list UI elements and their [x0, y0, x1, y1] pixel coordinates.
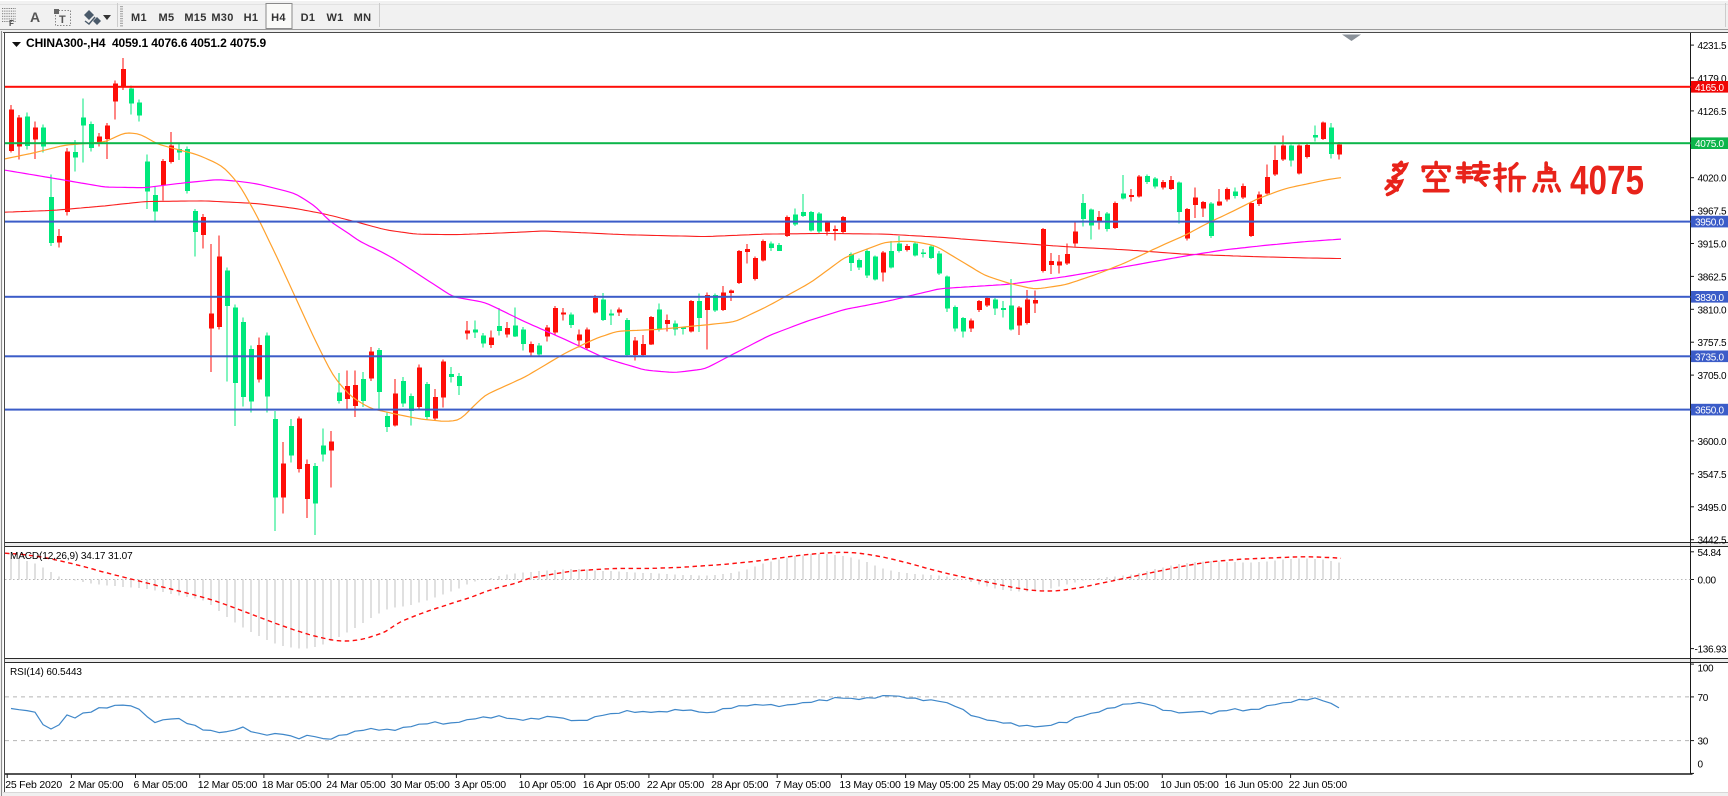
svg-text:4126.5: 4126.5: [1698, 107, 1728, 118]
svg-text:2 Mar 05:00: 2 Mar 05:00: [69, 779, 123, 791]
svg-text:22 Jun 05:00: 22 Jun 05:00: [1289, 779, 1348, 791]
svg-text:T: T: [59, 14, 66, 26]
svg-text:3735.0: 3735.0: [1695, 352, 1725, 363]
svg-text:10 Jun 05:00: 10 Jun 05:00: [1160, 779, 1219, 791]
svg-text:29 May 05:00: 29 May 05:00: [1032, 779, 1094, 791]
svg-text:W1: W1: [326, 12, 343, 24]
svg-text:6 Mar 05:00: 6 Mar 05:00: [134, 779, 188, 791]
svg-text:3830.0: 3830.0: [1695, 293, 1725, 304]
svg-text:H1: H1: [244, 12, 259, 24]
svg-text:3 Apr 05:00: 3 Apr 05:00: [454, 779, 506, 791]
svg-text:3967.5: 3967.5: [1698, 207, 1728, 218]
svg-text:MACD(12,26,9) 34.17 31.07: MACD(12,26,9) 34.17 31.07: [10, 551, 133, 562]
svg-text:H4: H4: [271, 12, 286, 24]
svg-text:3600.0: 3600.0: [1698, 437, 1728, 448]
svg-text:M5: M5: [159, 12, 175, 24]
svg-text:4179.0: 4179.0: [1698, 74, 1728, 85]
svg-text:25 May 05:00: 25 May 05:00: [968, 779, 1030, 791]
svg-text:3915.0: 3915.0: [1698, 240, 1728, 251]
svg-text:3650.0: 3650.0: [1695, 406, 1725, 417]
svg-text:D1: D1: [301, 12, 316, 24]
svg-text:3862.5: 3862.5: [1698, 272, 1728, 283]
svg-text:-136.93: -136.93: [1695, 645, 1728, 656]
svg-text:28 Apr 05:00: 28 Apr 05:00: [711, 779, 769, 791]
svg-text:3705.0: 3705.0: [1698, 371, 1728, 382]
svg-text:M1: M1: [131, 12, 147, 24]
svg-text:4075.0: 4075.0: [1695, 139, 1725, 150]
svg-text:4165.0: 4165.0: [1695, 83, 1725, 94]
svg-text:3950.0: 3950.0: [1695, 218, 1725, 229]
svg-text:0.00: 0.00: [1698, 576, 1717, 587]
svg-text:22 Apr 05:00: 22 Apr 05:00: [647, 779, 705, 791]
svg-text:M15: M15: [184, 12, 206, 24]
svg-text:25 Feb 2020: 25 Feb 2020: [5, 779, 62, 791]
svg-text:3495.0: 3495.0: [1698, 503, 1728, 514]
svg-text:0: 0: [1698, 760, 1704, 771]
svg-text:19 May 05:00: 19 May 05:00: [904, 779, 966, 791]
svg-text:3810.0: 3810.0: [1698, 305, 1728, 316]
svg-text:4020.0: 4020.0: [1698, 174, 1728, 185]
svg-text:30 Mar 05:00: 30 Mar 05:00: [390, 779, 450, 791]
svg-text:24 Mar 05:00: 24 Mar 05:00: [326, 779, 386, 791]
svg-text:70: 70: [1698, 693, 1709, 704]
svg-text:13 May 05:00: 13 May 05:00: [839, 779, 901, 791]
svg-text:30: 30: [1698, 737, 1709, 748]
svg-text:54.84: 54.84: [1698, 548, 1722, 559]
svg-text:MN: MN: [354, 12, 372, 24]
svg-text:A: A: [30, 9, 40, 25]
svg-text:100: 100: [1698, 664, 1715, 675]
svg-text:7 May 05:00: 7 May 05:00: [775, 779, 831, 791]
svg-text:CHINA300-,H4 4059.1 4076.6 40: CHINA300-,H4 4059.1 4076.6 4051.2 4075.9: [26, 36, 266, 50]
svg-text:RSI(14) 60.5443: RSI(14) 60.5443: [10, 667, 82, 678]
svg-text:16 Apr 05:00: 16 Apr 05:00: [583, 779, 641, 791]
svg-text:M30: M30: [211, 12, 233, 24]
svg-text:10 Apr 05:00: 10 Apr 05:00: [519, 779, 577, 791]
svg-text:3442.5: 3442.5: [1698, 536, 1728, 547]
svg-text:3547.5: 3547.5: [1698, 470, 1728, 481]
svg-text:4231.5: 4231.5: [1698, 41, 1728, 52]
svg-text:F: F: [9, 19, 14, 28]
svg-text:18 Mar 05:00: 18 Mar 05:00: [262, 779, 322, 791]
svg-text:4 Jun 05:00: 4 Jun 05:00: [1096, 779, 1149, 791]
svg-text:3757.5: 3757.5: [1698, 338, 1728, 349]
svg-text:16 Jun 05:00: 16 Jun 05:00: [1224, 779, 1283, 791]
svg-text:12 Mar 05:00: 12 Mar 05:00: [198, 779, 258, 791]
svg-text:4075: 4075: [1570, 157, 1644, 203]
